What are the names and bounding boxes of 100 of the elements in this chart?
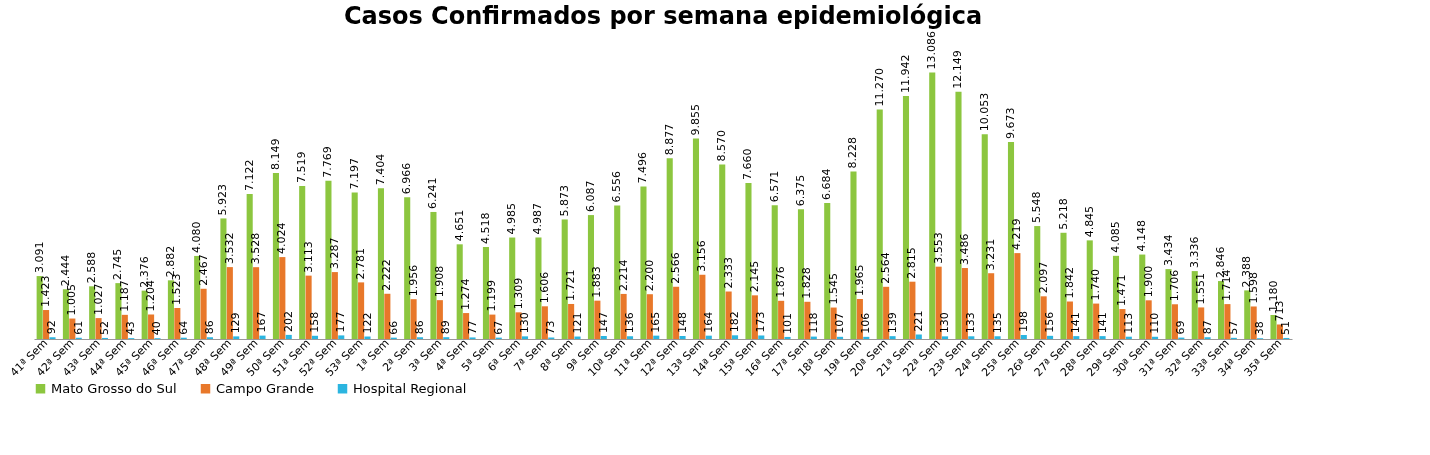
bar (1191, 271, 1198, 339)
bar (338, 335, 345, 339)
data-label: 4.845 (1082, 205, 1096, 238)
data-label: 110 (1148, 312, 1162, 334)
bar (233, 336, 240, 339)
bar (305, 275, 312, 339)
data-label: 2.745 (111, 248, 125, 281)
bar (679, 335, 686, 339)
bar (1119, 309, 1126, 339)
data-label: 3.156 (695, 240, 709, 272)
data-label: 130 (938, 312, 952, 334)
bar (673, 286, 680, 339)
data-label: 4.024 (275, 222, 289, 255)
bar (404, 197, 411, 339)
legend-label: Campo Grande (216, 380, 314, 396)
data-label: 1.309 (511, 277, 525, 310)
data-label: 139 (885, 312, 899, 334)
data-label: 3.486 (957, 233, 971, 266)
data-label: 5.923 (216, 183, 230, 216)
bar (36, 276, 43, 339)
data-label: 2.200 (642, 259, 656, 292)
data-label: 113 (1121, 312, 1135, 334)
bar (115, 283, 122, 339)
bar (909, 281, 916, 339)
bar (883, 286, 890, 339)
data-label: 5.548 (1030, 191, 1044, 224)
data-label: 61 (71, 320, 85, 335)
bar (1171, 304, 1178, 339)
bar (331, 272, 338, 339)
data-label: 4.518 (478, 212, 492, 245)
bar (889, 336, 896, 339)
bar (436, 300, 443, 339)
bar (521, 336, 529, 339)
bar (1034, 226, 1041, 339)
data-label: 147 (596, 312, 610, 334)
data-label: 221 (911, 310, 925, 332)
bar (509, 237, 516, 339)
data-label: 165 (649, 311, 663, 333)
data-label: 2.564 (879, 252, 893, 284)
bar (1198, 307, 1205, 339)
data-label: 129 (229, 312, 243, 334)
bar (1165, 269, 1172, 339)
bar (1270, 314, 1277, 339)
bar (863, 336, 870, 339)
data-label: 64 (176, 320, 190, 335)
bar (981, 134, 988, 339)
data-label: 6.241 (426, 177, 440, 209)
data-label: 4.651 (452, 209, 466, 242)
data-label: 52 (97, 320, 111, 335)
bar (226, 267, 233, 339)
data-label: 86 (413, 320, 427, 335)
bar (1224, 304, 1231, 339)
data-label: 141 (1095, 312, 1109, 334)
data-label: 73 (544, 320, 558, 335)
bar (731, 335, 739, 339)
data-label: 9.855 (688, 103, 702, 136)
data-label: 1.187 (117, 280, 131, 312)
data-label: 7.122 (242, 159, 256, 192)
data-label: 4.219 (1010, 218, 1024, 251)
bar (174, 308, 181, 339)
data-label: 1.876 (774, 266, 788, 298)
bar (351, 192, 358, 339)
data-label: 198 (1016, 310, 1030, 332)
data-label: 2.781 (354, 247, 368, 280)
data-label: 173 (754, 311, 768, 333)
bar (299, 185, 306, 339)
data-label: 202 (281, 310, 295, 332)
bar (955, 91, 962, 339)
bar (646, 294, 653, 339)
data-label: 3.553 (931, 232, 945, 264)
data-label: 3.532 (222, 232, 236, 265)
data-label: 3.231 (984, 238, 998, 271)
bar (784, 336, 791, 339)
bar (377, 188, 384, 339)
bar (279, 257, 286, 339)
bar (574, 336, 581, 339)
data-label: 1.900 (1141, 265, 1155, 298)
data-label: 2.333 (721, 257, 735, 289)
bar (259, 335, 266, 339)
bar (311, 335, 319, 339)
data-label: 2.097 (1036, 261, 1050, 294)
data-label: 92 (45, 320, 59, 335)
bar (1093, 303, 1100, 339)
data-label: 8.149 (268, 138, 282, 171)
data-label: 13.086 (925, 31, 939, 70)
data-label: 77 (465, 320, 479, 335)
data-label: 7.404 (373, 153, 387, 186)
bar (358, 282, 365, 339)
data-label: 7.496 (636, 151, 650, 184)
bar (89, 286, 96, 339)
data-label: 1.965 (852, 264, 866, 296)
data-label: 2.467 (196, 254, 210, 286)
data-label: 1.423 (39, 275, 53, 308)
bar (653, 335, 660, 339)
bar (804, 301, 811, 339)
data-label: 12.149 (951, 50, 965, 89)
data-label: 1.005 (65, 284, 79, 316)
data-label: 1.199 (485, 280, 499, 312)
data-label: 118 (806, 312, 820, 334)
bar (561, 219, 568, 339)
